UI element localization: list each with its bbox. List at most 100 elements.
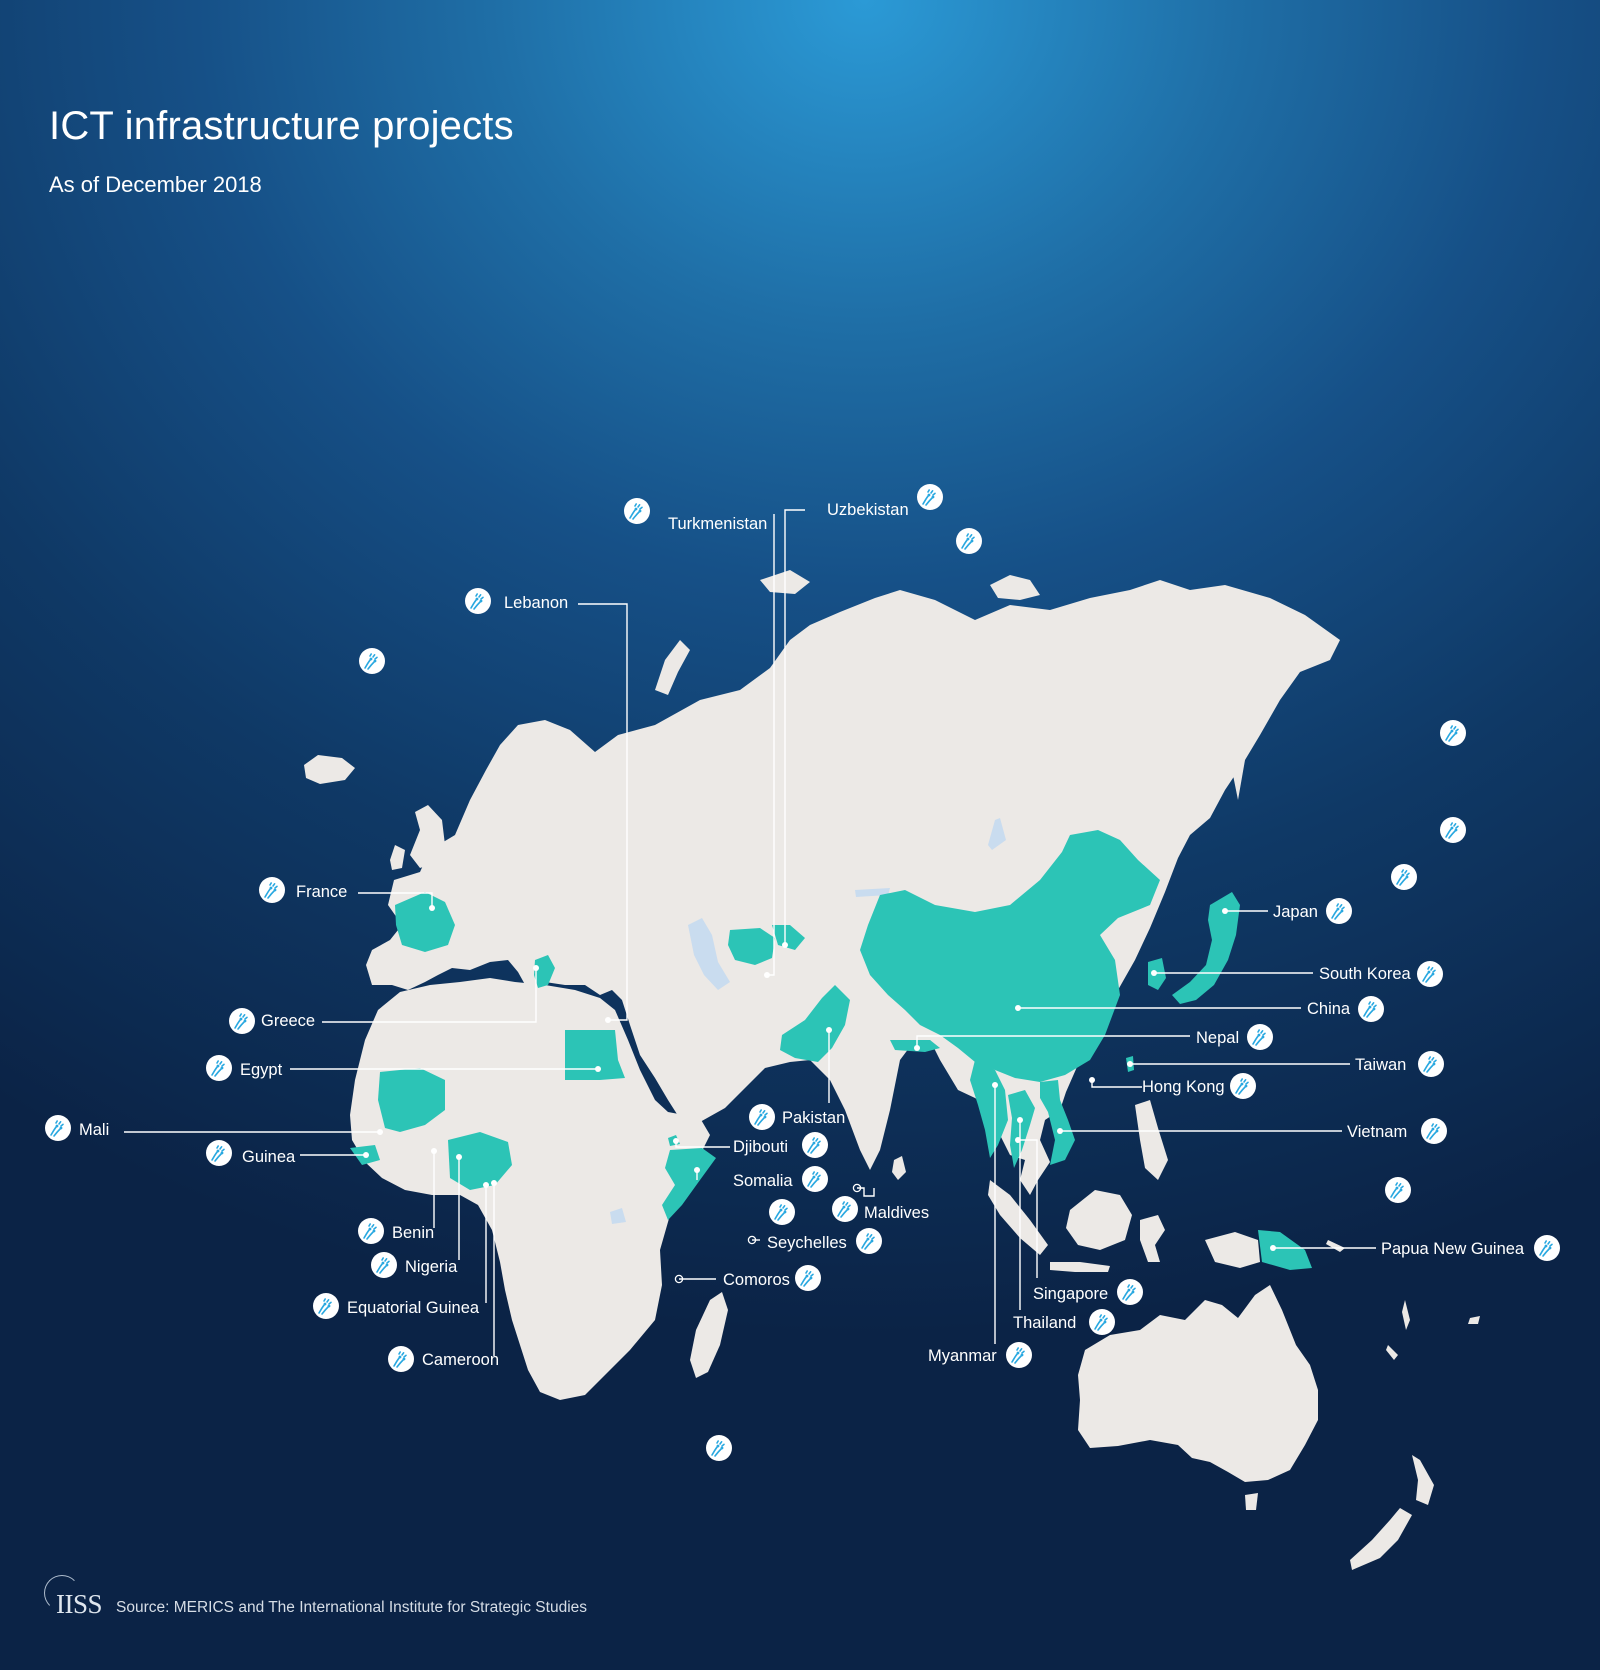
country-label-egypt: Egypt — [240, 1061, 283, 1079]
cable-icon-nigeria — [371, 1252, 397, 1278]
marker-china — [1015, 1005, 1021, 1011]
landmass-novaya-zemlya — [655, 640, 690, 695]
marker-pakistan — [826, 1027, 832, 1033]
marker-equatorial-guinea — [483, 1182, 489, 1188]
landmass-iceland — [304, 755, 355, 784]
cable-icon-guinea — [206, 1140, 232, 1166]
cable-icon-cameroon — [388, 1346, 414, 1372]
leader-line-greece — [322, 968, 537, 1023]
landmass-severnaya-zemlya — [990, 575, 1040, 600]
cable-icon-comoros — [795, 1265, 821, 1291]
marker-maldives — [852, 1183, 862, 1193]
region-thailand — [1008, 1090, 1035, 1168]
cable-icon-offshore-3 — [1440, 720, 1466, 746]
marker-comoros — [674, 1274, 684, 1284]
marker-greece — [533, 965, 539, 971]
marker-thailand — [1017, 1117, 1023, 1123]
marker-turkmenistan — [764, 972, 770, 978]
cable-icon-somalia — [802, 1166, 828, 1192]
cable-icon-equatorial-guinea — [313, 1293, 339, 1319]
cable-icon-offshore-5 — [1391, 864, 1417, 890]
country-label-benin: Benin — [392, 1224, 435, 1242]
region-greece — [534, 955, 555, 988]
marker-lebanon — [605, 1017, 611, 1023]
landmass-sri-lanka — [892, 1156, 906, 1180]
country-label-equatorial-guinea: Equatorial Guinea — [347, 1299, 480, 1317]
country-label-somalia: Somalia — [733, 1172, 793, 1190]
country-label-turkmenistan: Turkmenistan — [668, 515, 768, 533]
cable-icon-offshore-8 — [706, 1435, 732, 1461]
landmass-eurasia — [366, 580, 1340, 1195]
cable-icon-china — [1358, 996, 1384, 1022]
landmass-philippines — [1135, 1100, 1168, 1180]
country-label-china: China — [1307, 1000, 1351, 1018]
cable-icon-seychelles — [856, 1228, 882, 1254]
marker-guinea — [363, 1152, 369, 1158]
marker-egypt — [595, 1066, 601, 1072]
landmass-sumatra — [988, 1180, 1048, 1255]
cable-icon-taiwan — [1418, 1051, 1444, 1077]
cable-icon-japan — [1326, 898, 1352, 924]
country-label-myanmar: Myanmar — [928, 1347, 997, 1365]
region-somalia — [662, 1148, 716, 1220]
region-egypt — [565, 1030, 625, 1080]
landmass-new-guinea-west — [1205, 1232, 1260, 1268]
region-mali — [378, 1068, 445, 1132]
country-label-uzbekistan: Uzbekistan — [827, 501, 909, 519]
marker-papua-new-guinea — [1270, 1245, 1276, 1251]
cable-icon-south-korea — [1417, 961, 1443, 987]
country-label-mali: Mali — [79, 1121, 110, 1139]
landmass-java — [1050, 1262, 1110, 1272]
country-label-comoros: Comoros — [723, 1271, 790, 1289]
landmass-sakhalin — [1228, 706, 1245, 800]
country-label-nepal: Nepal — [1196, 1029, 1240, 1047]
marker-uzbekistan — [782, 942, 788, 948]
marker-japan — [1222, 908, 1228, 914]
country-label-guinea: Guinea — [242, 1148, 296, 1166]
cable-icon-egypt — [206, 1055, 232, 1081]
leader-lines-layer — [124, 509, 1376, 1356]
marker-djibouti — [673, 1138, 679, 1144]
marker-seychelles — [747, 1235, 757, 1245]
region-uzbekistan — [772, 925, 805, 950]
cable-icon-turkmenistan — [624, 498, 650, 524]
marker-nepal — [914, 1045, 920, 1051]
marker-mali — [377, 1129, 383, 1135]
region-myanmar — [970, 1060, 1008, 1158]
source-note: Source: MERICS and The International Ins… — [116, 1599, 588, 1616]
cable-icon-lebanon — [465, 588, 491, 614]
leader-line-france — [358, 892, 433, 908]
cable-icon-papua-new-guinea — [1534, 1235, 1560, 1261]
cable-icon-offshore-4 — [1440, 817, 1466, 843]
country-label-hong-kong: Hong Kong — [1142, 1078, 1225, 1096]
logo-arc-icon — [44, 1575, 80, 1611]
country-label-nigeria: Nigeria — [405, 1258, 458, 1276]
region-papua-new-guinea — [1258, 1230, 1312, 1270]
cable-icon-thailand — [1089, 1309, 1115, 1335]
cable-icon-vietnam — [1421, 1118, 1447, 1144]
landmass-sulawesi — [1140, 1215, 1165, 1262]
landmass-layer — [304, 570, 1480, 1570]
marker-vietnam — [1057, 1128, 1063, 1134]
region-turkmenistan — [728, 928, 775, 965]
region-japan — [1172, 892, 1240, 1004]
cable-icon-myanmar — [1006, 1342, 1032, 1368]
highlighted-countries-layer — [350, 830, 1312, 1270]
landmass-vanuatu — [1402, 1300, 1410, 1330]
cable-icon-mali — [45, 1115, 71, 1141]
country-label-france: France — [296, 883, 348, 901]
marker-france — [429, 905, 435, 911]
country-label-thailand: Thailand — [1013, 1314, 1077, 1332]
leader-line-singapore — [1018, 1139, 1038, 1278]
marker-hong-kong — [1089, 1077, 1095, 1083]
leader-line-nepal — [916, 1035, 1190, 1048]
cable-icon-offshore-1 — [956, 528, 982, 554]
landmass-australia — [1078, 1285, 1318, 1482]
marker-benin — [431, 1148, 437, 1154]
marker-cameroon — [491, 1180, 497, 1186]
country-label-lebanon: Lebanon — [504, 594, 569, 612]
landmass-new-zealand-north — [1412, 1455, 1434, 1505]
landmass-solomon-islands — [1326, 1240, 1345, 1252]
marker-taiwan — [1127, 1061, 1133, 1067]
